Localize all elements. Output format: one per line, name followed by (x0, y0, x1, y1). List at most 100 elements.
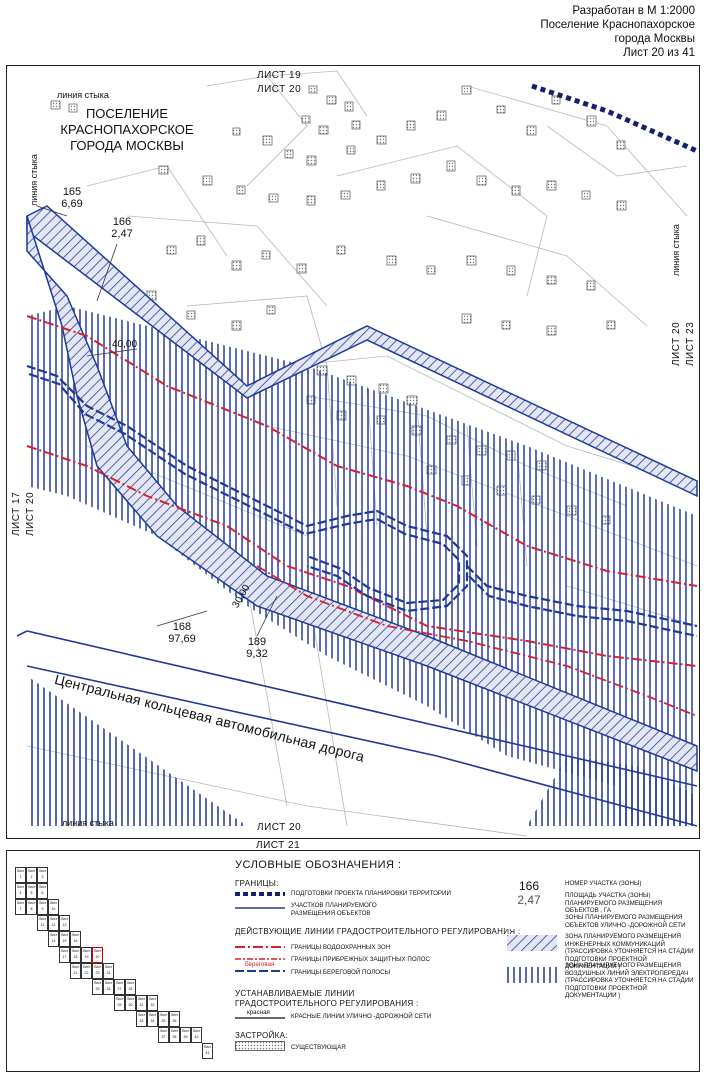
utility-zone-north (26, 205, 698, 498)
map-canvas (16, 70, 699, 837)
join-line-right: линия стыка (671, 224, 681, 276)
index-cell[interactable]: Лист 36 (169, 1011, 180, 1027)
index-cell[interactable]: Лист 33 (136, 1011, 147, 1027)
planning-boundary-symbol (235, 892, 285, 896)
settlement-name: Поселение Краснопахорское (540, 19, 695, 31)
plot-area: 9,32 (246, 648, 268, 660)
sheet-number: Лист 20 из 41 (623, 47, 695, 59)
sheet-label-bottom-outer: ЛИСТ 21 (256, 840, 301, 851)
index-cell[interactable]: Лист 38 (169, 1027, 180, 1043)
index-cell[interactable]: Лист 10 (48, 899, 59, 915)
index-cell[interactable]: Лист 24 (103, 963, 114, 979)
plot-area: 2,47 (111, 228, 133, 240)
index-cell[interactable]: Лист 41 (202, 1043, 213, 1059)
index-cell[interactable]: Лист 21 (70, 963, 81, 979)
index-cell[interactable]: Лист 9 (37, 899, 48, 915)
legend-coastal-strip: ГРАНИЦЫ ПРИБРЕЖНЫХ ЗАЩИТНЫХ ПОЛОС (291, 956, 430, 963)
sheet-label-left-outer: ЛИСТ 17 (11, 491, 22, 536)
index-cell[interactable]: Лист 14 (48, 931, 59, 947)
sheet-label-right-outer: ЛИСТ 23 (685, 321, 696, 366)
utility-zone-south (26, 215, 698, 773)
sheet-label-top-outer: ЛИСТ 19 (257, 70, 302, 81)
settlement-title: ПОСЕЛЕНИЕ КРАСНОПАХОРСКОЕ ГОРОДА МОСКВЫ (60, 106, 194, 153)
scale-note: Разработан в М 1:2000 (572, 5, 695, 17)
map-frame[interactable]: ЛИСТ 19 ЛИСТ 20 линия стыка ПОСЕЛЕНИЕ КР… (6, 65, 700, 839)
power-line-zone-road (27, 676, 247, 826)
index-cell[interactable]: Лист 40 (191, 1027, 202, 1043)
index-cell[interactable]: Лист 11 (37, 915, 48, 931)
index-cell[interactable]: Лист 3 (37, 867, 48, 883)
red-line-symbol (235, 1017, 285, 1019)
sheet-label-right-inner: ЛИСТ 20 (671, 321, 682, 366)
legend-road-zone: ЗОНЫ ПЛАНИРУЕМОГО РАЗМЕЩЕНИЯ ОБЪЕКТОВ УЛ… (565, 914, 686, 929)
index-cell[interactable]: Лист 1 (15, 867, 26, 883)
index-cell[interactable]: Лист 12 (48, 915, 59, 931)
legend-established-heading: УСТАНАВЛИВАЕМЫЕ ЛИНИИ ГРАДОСТРОИТЕЛЬНОГО… (235, 989, 419, 1008)
shoreline-boundary (26, 364, 698, 638)
legend-red-lines: КРАСНЫЕ ЛИНИИ УЛИЧНО -ДОРОЖНОЙ СЕТИ (291, 1013, 432, 1020)
index-cell[interactable]: Лист 2 (26, 867, 37, 883)
legend-sample-number: 166 (518, 879, 540, 893)
road-zone-symbol (507, 913, 557, 929)
leader-lines (36, 205, 278, 637)
sheet-index-map[interactable]: Лист 1 Лист 2 Лист 3 Лист 4 Лист 5 Лист … (11, 857, 229, 1065)
index-cell[interactable]: Лист 37 (158, 1027, 169, 1043)
index-cell[interactable]: Лист 16 (70, 931, 81, 947)
index-cell[interactable]: Лист 28 (125, 979, 136, 995)
water-protection-zone-boundary (26, 315, 698, 587)
city-name: города Москвы (614, 33, 695, 45)
index-cell[interactable]: Лист 22 (81, 963, 92, 979)
index-cell[interactable]: Лист 13 (59, 915, 70, 931)
shoreline-symbol (235, 970, 285, 972)
index-cell[interactable]: Лист 4 (15, 883, 26, 899)
sheet-label-left-inner: ЛИСТ 20 (25, 491, 36, 536)
legend-plot-area: ПЛОЩАДЬ УЧАСТКА (ЗОНЫ) ПЛАНИРУЕМОГО РАЗМ… (565, 892, 663, 914)
index-cell[interactable]: Лист 5 (26, 883, 37, 899)
join-line-bottom: линия стыка (62, 818, 114, 828)
index-cell[interactable]: Лист 26 (103, 979, 114, 995)
index-cell[interactable]: Лист 7 (15, 899, 26, 915)
shoreline-tag: береговая (245, 961, 275, 968)
legend: Лист 1 Лист 2 Лист 3 Лист 4 Лист 5 Лист … (6, 850, 700, 1072)
sheet-label-bottom: ЛИСТ 20 (257, 822, 302, 833)
index-cell[interactable]: Лист 15 (59, 931, 70, 947)
index-cell[interactable]: Лист 6 (37, 883, 48, 899)
index-cell[interactable]: Лист 31 (136, 995, 147, 1011)
power-line-zone-symbol (507, 967, 557, 983)
legend-sample-area: 2,47 (517, 893, 541, 907)
water-zone-symbol (235, 946, 285, 948)
index-cell[interactable]: Лист 27 (114, 979, 125, 995)
index-cell[interactable]: Лист 32 (147, 995, 158, 1011)
legend-plot-boundary: УЧАСТКОВ ПЛАНИРУЕМОГО РАЗМЕЩЕНИЯ ОБЪЕКТО… (291, 902, 377, 917)
legend-planning-boundary: ПОДГОТОВКИ ПРОЕКТА ПЛАНИРОВКИ ТЕРРИТОРИИ (291, 890, 451, 897)
index-cell[interactable]: Лист 23 (92, 963, 103, 979)
corridor-width-label: 40,00 (112, 339, 138, 350)
plot-number: 189 (247, 636, 267, 648)
plot-number: 165 (62, 186, 82, 198)
road-boundaries (16, 630, 698, 827)
plot-area: 6,69 (61, 198, 83, 210)
coastal-protection-strip (256, 565, 698, 717)
index-cell[interactable]: Лист 19 (81, 947, 92, 963)
index-cell[interactable]: Лист 18 (70, 947, 81, 963)
index-cell[interactable]: Лист 35 (158, 1011, 169, 1027)
join-line-top: линия стыка (57, 90, 109, 100)
red-line-tag: красная (247, 1009, 270, 1016)
index-cell[interactable]: Лист 17 (59, 947, 70, 963)
utility-zone-symbol (507, 935, 557, 951)
index-cell[interactable]: Лист 8 (26, 899, 37, 915)
legend-boundaries-heading: ГРАНИЦЫ: (235, 879, 279, 888)
index-cell[interactable]: Лист 25 (92, 979, 103, 995)
join-line-left: линия стыка (29, 154, 39, 206)
legend-existing-buildings: СУЩЕСТВУЮЩАЯ (291, 1044, 346, 1051)
index-cell[interactable]: Лист 30 (125, 995, 136, 1011)
index-cell[interactable]: Лист 39 (180, 1027, 191, 1043)
index-cell-current[interactable]: Лист 20 (92, 947, 103, 963)
index-cell[interactable]: Лист 34 (147, 1011, 158, 1027)
sheet-header: Разработан в М 1:2000 Поселение Краснопа… (540, 4, 695, 60)
legend-plot-number: НОМЕР УЧАСТКА (ЗОНЫ) (565, 880, 642, 887)
legend-water-zone: ГРАНИЦЫ ВОДООХРАННЫХ ЗОН (291, 944, 391, 951)
legend-title: УСЛОВНЫЕ ОБОЗНАЧЕНИЯ : (235, 859, 402, 871)
plot-boundary-symbol (235, 907, 285, 909)
index-cell[interactable]: Лист 29 (114, 995, 125, 1011)
